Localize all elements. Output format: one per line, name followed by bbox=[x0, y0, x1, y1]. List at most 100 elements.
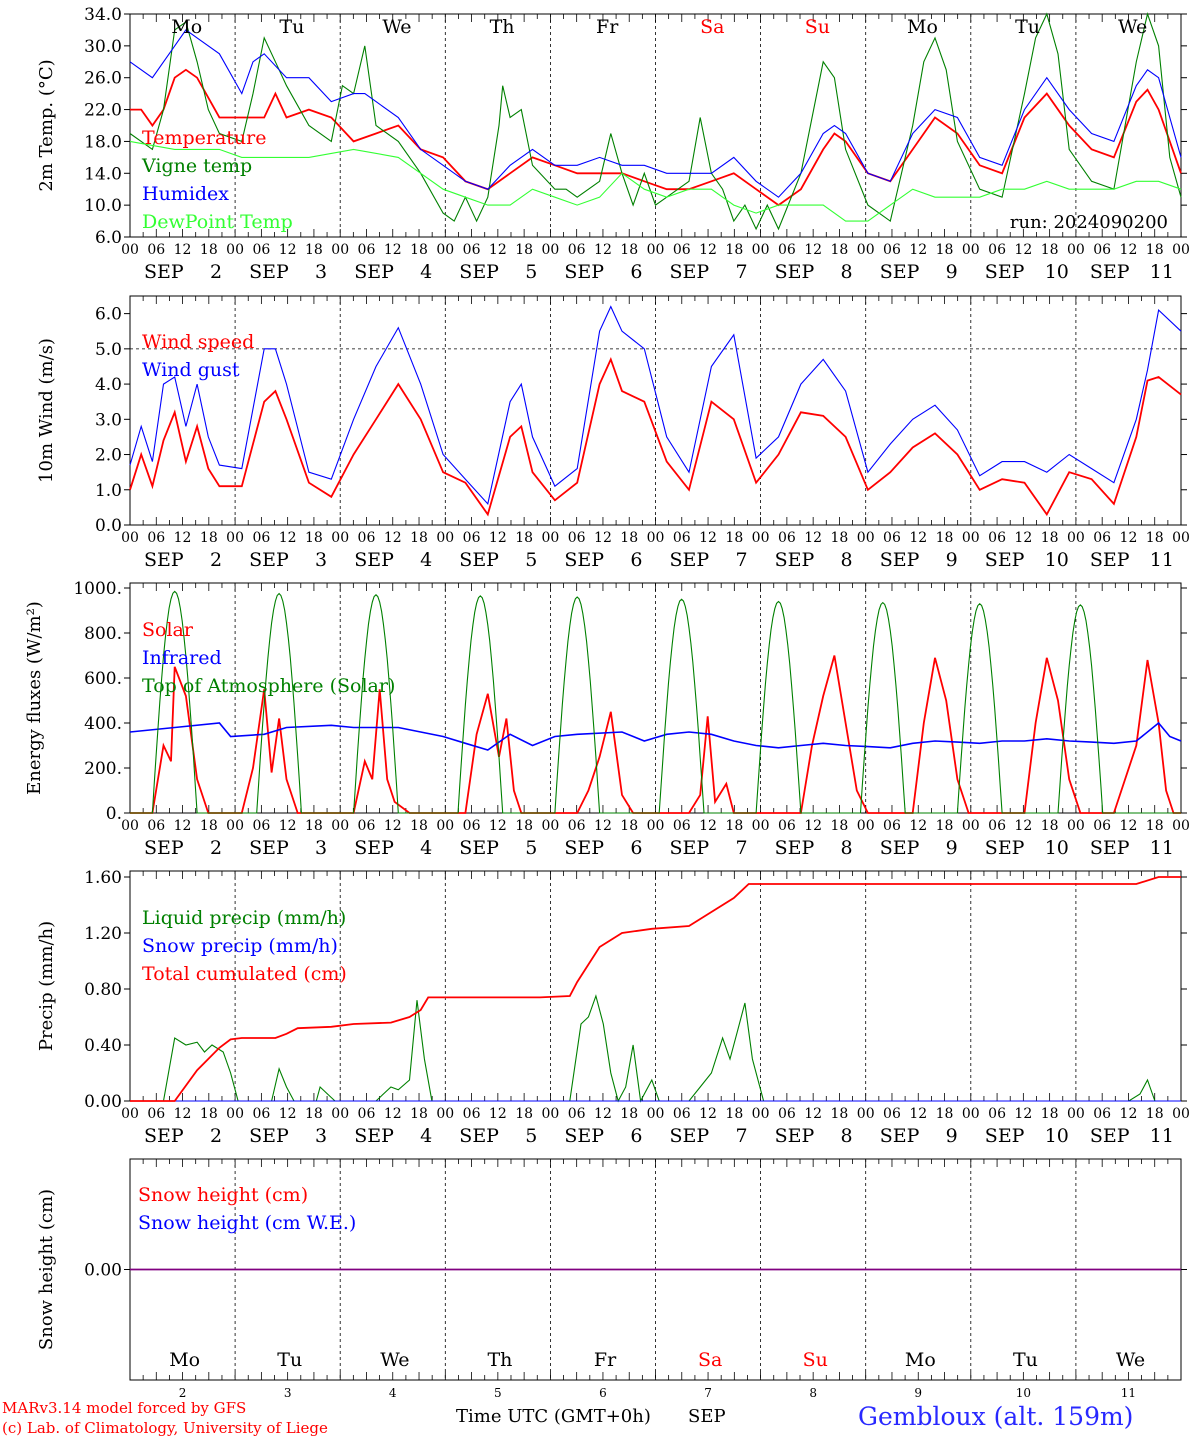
hour-label: 12 bbox=[1014, 1106, 1032, 1122]
hour-label: 12 bbox=[174, 1106, 192, 1122]
hour-label: 12 bbox=[594, 530, 612, 546]
hour-label: 00 bbox=[226, 242, 244, 258]
hour-label: 18 bbox=[200, 1106, 218, 1122]
y-tick-label: 0.00 bbox=[84, 1261, 122, 1281]
date-month-label: SEP bbox=[459, 1125, 499, 1147]
time-axis-label: Time UTC (GMT+0h) bbox=[456, 1406, 651, 1427]
hour-label: 12 bbox=[594, 242, 612, 258]
date-day-label: 7 bbox=[735, 261, 747, 283]
y-tick-label: 6.0 bbox=[95, 228, 122, 248]
hour-label: 18 bbox=[305, 1106, 323, 1122]
hour-label: 00 bbox=[1067, 818, 1085, 834]
hour-label: 12 bbox=[804, 242, 822, 258]
hour-label: 12 bbox=[699, 1106, 717, 1122]
hour-label: 06 bbox=[988, 818, 1006, 834]
hour-label: 12 bbox=[174, 242, 192, 258]
series-infrared-line bbox=[129, 721, 1182, 751]
hour-label: 00 bbox=[1172, 242, 1190, 258]
hour-label: 00 bbox=[331, 530, 349, 546]
date-day-label: 3 bbox=[315, 837, 327, 859]
date-month-label: SEP bbox=[144, 1125, 184, 1147]
hour-label: 12 bbox=[1120, 1106, 1138, 1122]
weekday-label: Mo bbox=[907, 16, 938, 38]
date-day-label: 9 bbox=[946, 1125, 958, 1147]
y-tick-label: 800. bbox=[84, 624, 122, 644]
hour-label: 06 bbox=[358, 530, 376, 546]
panel-precip bbox=[124, 870, 1187, 1103]
date-day-label: 5 bbox=[525, 1125, 537, 1147]
weekday-label: Fr bbox=[596, 16, 619, 38]
hour-label: 00 bbox=[331, 818, 349, 834]
hour-label: 00 bbox=[121, 242, 139, 258]
hour-label: 06 bbox=[358, 1106, 376, 1122]
date-month-label: SEP bbox=[775, 837, 815, 859]
weekday-label: Th bbox=[490, 16, 515, 38]
date-month-label: SEP bbox=[670, 837, 710, 859]
hour-label: 12 bbox=[1014, 530, 1032, 546]
panel-temp bbox=[124, 12, 1187, 238]
hour-label: 18 bbox=[1146, 530, 1164, 546]
hour-label: 00 bbox=[752, 242, 770, 258]
date-day-label: 10 bbox=[1045, 261, 1069, 283]
hour-label: 06 bbox=[988, 530, 1006, 546]
hour-label: 06 bbox=[252, 242, 270, 258]
date-month-label: SEP bbox=[670, 1125, 710, 1147]
hour-label: 06 bbox=[883, 530, 901, 546]
hour-label: 18 bbox=[200, 242, 218, 258]
weekday-label: We bbox=[382, 16, 411, 38]
hour-label: 18 bbox=[515, 530, 533, 546]
weekday-label: Mo bbox=[171, 16, 202, 38]
hour-label: 12 bbox=[489, 242, 507, 258]
y-axis-label: Precip (mm/h) bbox=[36, 921, 57, 1051]
hour-label: 06 bbox=[358, 818, 376, 834]
day-number-label: 7 bbox=[704, 1386, 712, 1400]
date-day-label: 4 bbox=[420, 261, 432, 283]
hour-label: 12 bbox=[489, 818, 507, 834]
date-month-label: SEP bbox=[459, 549, 499, 571]
hour-label: 12 bbox=[909, 818, 927, 834]
hour-label: 00 bbox=[121, 530, 139, 546]
hour-label: 06 bbox=[463, 242, 481, 258]
panel-energy bbox=[124, 582, 1187, 814]
hour-label: 00 bbox=[541, 242, 559, 258]
hour-label: 12 bbox=[279, 818, 297, 834]
hour-label: 12 bbox=[279, 1106, 297, 1122]
hour-label: 06 bbox=[568, 818, 586, 834]
weekday-label: We bbox=[1118, 16, 1147, 38]
hour-label: 12 bbox=[594, 1106, 612, 1122]
hour-label: 18 bbox=[936, 1106, 954, 1122]
hour-label: 06 bbox=[463, 818, 481, 834]
hour-label: 00 bbox=[1067, 530, 1085, 546]
hour-label: 12 bbox=[1120, 242, 1138, 258]
legend-dewpoint-temp: DewPoint Temp bbox=[142, 211, 293, 233]
series-dewpoint-temp-line bbox=[129, 140, 1182, 222]
hour-label: 18 bbox=[725, 242, 743, 258]
hour-label: 18 bbox=[305, 530, 323, 546]
hour-label: 18 bbox=[725, 530, 743, 546]
date-day-label: 10 bbox=[1045, 1125, 1069, 1147]
y-tick-label: 6.0 bbox=[95, 305, 122, 325]
panel-wind bbox=[124, 295, 1187, 526]
hour-label: 12 bbox=[699, 530, 717, 546]
hour-label: 12 bbox=[384, 530, 402, 546]
date-month-label: SEP bbox=[564, 261, 604, 283]
date-day-label: 5 bbox=[525, 837, 537, 859]
date-day-label: 2 bbox=[210, 1125, 222, 1147]
hour-label: 12 bbox=[489, 530, 507, 546]
hour-label: 18 bbox=[725, 1106, 743, 1122]
hour-label: 00 bbox=[962, 242, 980, 258]
hour-label: 12 bbox=[909, 530, 927, 546]
date-month-label: SEP bbox=[985, 549, 1025, 571]
hour-label: 18 bbox=[410, 242, 428, 258]
date-month-label: SEP bbox=[144, 261, 184, 283]
weekday-label: Su bbox=[803, 1349, 828, 1371]
date-day-label: 11 bbox=[1150, 261, 1174, 283]
hour-label: 06 bbox=[988, 242, 1006, 258]
date-month-label: SEP bbox=[985, 837, 1025, 859]
hour-label: 18 bbox=[515, 242, 533, 258]
hour-label: 12 bbox=[489, 1106, 507, 1122]
hour-label: 18 bbox=[410, 1106, 428, 1122]
date-day-label: 6 bbox=[630, 261, 642, 283]
hour-label: 06 bbox=[778, 1106, 796, 1122]
